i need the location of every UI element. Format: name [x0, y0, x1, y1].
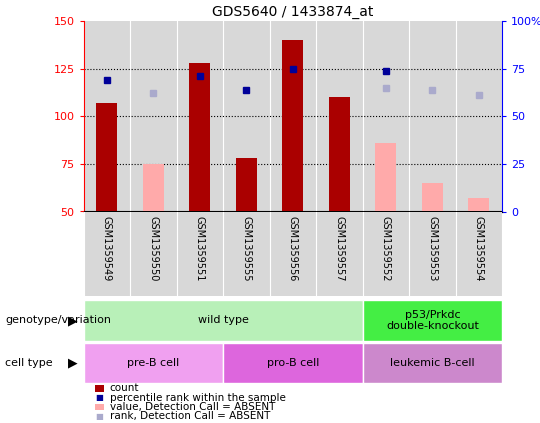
Text: percentile rank within the sample: percentile rank within the sample: [110, 393, 286, 403]
Bar: [282, 40, 303, 212]
Bar: [469, 198, 489, 212]
Bar: [236, 158, 257, 212]
Text: leukemic B-cell: leukemic B-cell: [390, 358, 475, 368]
Bar: [84, 343, 223, 383]
Text: wild type: wild type: [198, 316, 248, 325]
Bar: [223, 343, 363, 383]
Text: GSM1359551: GSM1359551: [195, 216, 205, 281]
Text: GSM1359554: GSM1359554: [474, 216, 484, 281]
Text: ■: ■: [96, 393, 103, 402]
Text: GSM1359556: GSM1359556: [288, 216, 298, 281]
Text: ■: ■: [96, 412, 103, 421]
Bar: [190, 63, 211, 211]
Text: ▶: ▶: [68, 356, 78, 369]
Text: pro-B cell: pro-B cell: [267, 358, 319, 368]
Text: rank, Detection Call = ABSENT: rank, Detection Call = ABSENT: [110, 411, 270, 421]
Text: cell type: cell type: [5, 358, 53, 368]
Text: GSM1359550: GSM1359550: [148, 216, 158, 281]
Bar: [97, 103, 117, 212]
Text: GSM1359549: GSM1359549: [102, 216, 112, 281]
Bar: [363, 300, 502, 341]
Text: p53/Prkdc
double-knockout: p53/Prkdc double-knockout: [386, 310, 479, 331]
Bar: [363, 343, 502, 383]
Text: GSM1359557: GSM1359557: [334, 216, 345, 281]
Text: genotype/variation: genotype/variation: [5, 316, 111, 325]
Text: pre-B cell: pre-B cell: [127, 358, 180, 368]
Bar: [143, 164, 164, 212]
Text: ▶: ▶: [68, 314, 78, 327]
Title: GDS5640 / 1433874_at: GDS5640 / 1433874_at: [212, 5, 374, 19]
Text: GSM1359555: GSM1359555: [241, 216, 252, 281]
Bar: [84, 300, 363, 341]
Bar: [422, 183, 443, 212]
Text: GSM1359552: GSM1359552: [381, 216, 391, 281]
Text: count: count: [110, 383, 139, 393]
Bar: [375, 143, 396, 212]
Text: value, Detection Call = ABSENT: value, Detection Call = ABSENT: [110, 402, 275, 412]
Bar: [329, 97, 350, 212]
Text: GSM1359553: GSM1359553: [428, 216, 437, 281]
